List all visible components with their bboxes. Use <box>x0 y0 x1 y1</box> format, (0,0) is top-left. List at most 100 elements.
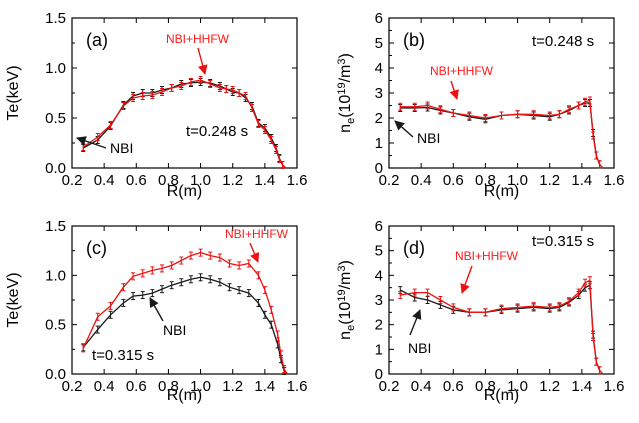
annotation-hhfw: NBI+HHFW <box>455 249 519 263</box>
x-axis-label: R(m) <box>167 387 203 404</box>
x-tick-label: 0.2 <box>62 378 83 395</box>
x-axis-label: R(m) <box>167 183 203 200</box>
series-line-hhfw <box>400 279 604 375</box>
annotation-arrow-nbi <box>394 120 414 138</box>
y-axis-label-part: 19 <box>336 82 348 94</box>
y-tick-label: 4 <box>375 267 383 284</box>
annotation-hhfw: NBI+HHFW <box>225 227 289 241</box>
panel-label: (a) <box>86 30 108 50</box>
annotation-hhfw: NBI+HHFW <box>166 32 230 46</box>
y-axis-label: ne(1019/m3) <box>336 53 357 133</box>
y-tick-label: 5 <box>375 35 383 52</box>
x-axis-label: R(m) <box>484 183 520 200</box>
x-tick-label: 0.8 <box>158 172 179 189</box>
y-tick-label: 1.0 <box>45 60 66 77</box>
x-tick-label: 1.2 <box>539 172 560 189</box>
annotation-nbi: NBI <box>110 140 133 156</box>
x-tick-label: 1.0 <box>507 378 528 395</box>
series-line-hhfw <box>82 79 287 169</box>
y-axis-label: Te(keV) <box>5 65 22 120</box>
x-tick-label: 1.4 <box>571 378 592 395</box>
x-tick-label: 0.2 <box>379 172 400 189</box>
annotation-arrow-hhfw <box>460 265 473 294</box>
x-tick-label: 0.6 <box>126 172 147 189</box>
y-tick-label: 6 <box>375 10 383 27</box>
y-axis-label-part: n <box>337 331 354 340</box>
y-axis-label-part: /m <box>337 272 354 290</box>
annotation-arrow-hhfw <box>197 47 208 75</box>
annotation-arrow-nbi <box>409 309 422 336</box>
y-tick-label: 1.0 <box>45 267 66 284</box>
panel-0: 0.2 0.4 0.6 0.8 1.0 1.2 1.4 1.6 0.0 0.5 1.0 1.5 R(m)… <box>5 10 307 200</box>
x-axis-label: R(m) <box>484 387 520 404</box>
x-tick-label: 0.4 <box>94 172 115 189</box>
y-tick-label: 1.5 <box>45 10 66 27</box>
x-tick-label: 0.8 <box>475 172 496 189</box>
y-tick-label: 6 <box>375 218 383 235</box>
y-axis-label-part: e <box>345 325 357 331</box>
y-tick-label: 1 <box>375 135 383 152</box>
y-axis-label-part: ) <box>337 53 354 58</box>
y-tick-label: 0 <box>375 366 383 383</box>
annotation-nbi: NBI <box>163 322 186 338</box>
x-tick-label: 0.8 <box>158 378 179 395</box>
panel-label: (c) <box>86 238 107 258</box>
x-tick-label: 0.2 <box>379 378 400 395</box>
x-tick-label: 1.2 <box>222 172 243 189</box>
y-axis-label-part: (10 <box>337 95 354 118</box>
y-axis-label: ne(1019/m3) <box>336 260 357 340</box>
y-axis-label-part: 3 <box>336 266 348 272</box>
time-label: t=0.315 s <box>532 233 594 250</box>
y-tick-label: 0 <box>375 160 383 177</box>
y-tick-label: 5 <box>375 243 383 260</box>
y-axis-label-part: 19 <box>336 289 348 301</box>
x-tick-label: 1.0 <box>507 172 528 189</box>
time-label: t=0.248 s <box>532 33 594 50</box>
y-tick-label: 1 <box>375 341 383 358</box>
x-tick-label: 1.0 <box>190 172 211 189</box>
annotation-arrow-hhfw <box>449 80 459 100</box>
annotation-arrow-nbi <box>149 297 164 322</box>
x-tick-label: 0.6 <box>126 378 147 395</box>
x-tick-label: 0.6 <box>443 172 464 189</box>
y-tick-label: 2 <box>375 317 383 334</box>
y-tick-label: 3 <box>375 85 383 102</box>
x-tick-label: 0.4 <box>411 172 432 189</box>
y-tick-label: 0.5 <box>45 317 66 334</box>
annotation-arrow-nbi <box>76 136 107 149</box>
x-tick-label: 1.4 <box>254 172 275 189</box>
panel-1: 0.2 0.4 0.6 0.8 1.0 1.2 1.4 1.6 0 1 2 3 4 5 6 R(m) ne(10… <box>336 10 624 200</box>
x-tick-label: 1.6 <box>287 172 308 189</box>
y-tick-label: 4 <box>375 60 383 77</box>
panel-3: 0.2 0.4 0.6 0.8 1.0 1.2 1.4 1.6 0 1 2 3 4 5 6 R(m) ne(10… <box>336 218 624 404</box>
y-tick-label: 0.0 <box>45 160 66 177</box>
y-tick-label: 2 <box>375 110 383 127</box>
y-tick-label: 3 <box>375 292 383 309</box>
x-tick-label: 1.6 <box>287 378 308 395</box>
x-tick-label: 0.4 <box>411 378 432 395</box>
y-axis-label-part: n <box>337 124 354 133</box>
time-label: t=0.248 s <box>186 123 248 140</box>
x-tick-label: 0.8 <box>475 378 496 395</box>
x-tick-label: 0.2 <box>62 172 83 189</box>
x-tick-label: 1.4 <box>571 172 592 189</box>
x-tick-label: 1.2 <box>222 378 243 395</box>
y-tick-label: 0.5 <box>45 110 66 127</box>
time-label: t=0.315 s <box>92 347 154 364</box>
y-axis-label-part: /m <box>337 65 354 83</box>
annotation-hhfw: NBI+HHFW <box>430 64 494 78</box>
y-tick-label: 0.0 <box>45 366 66 383</box>
x-tick-label: 1.6 <box>604 378 625 395</box>
x-tick-label: 1.6 <box>604 172 625 189</box>
series-line-hhfw <box>400 99 604 169</box>
panel-label: (d) <box>403 238 425 258</box>
y-axis-label-part: (10 <box>337 302 354 325</box>
x-tick-label: 1.0 <box>190 378 211 395</box>
y-axis-label: Te(keV) <box>5 272 22 327</box>
x-tick-label: 1.2 <box>539 378 560 395</box>
series-line-hhfw <box>82 251 288 375</box>
x-tick-label: 0.6 <box>443 378 464 395</box>
annotation-arrow-hhfw <box>249 242 260 263</box>
y-axis-label-part: 3 <box>336 59 348 65</box>
panel-2: 0.2 0.4 0.6 0.8 1.0 1.2 1.4 1.6 0.0 0.5 1.0 1.5 R(m)… <box>5 218 307 404</box>
